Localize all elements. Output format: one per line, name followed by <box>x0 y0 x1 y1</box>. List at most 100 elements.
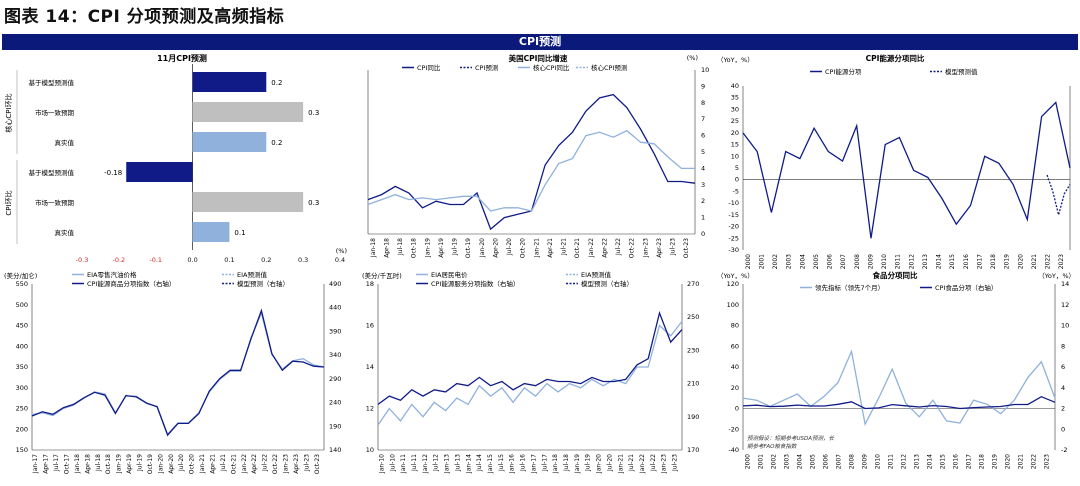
y-tick-label: 12 <box>366 405 374 413</box>
x-tick-label: Jul-19 <box>452 238 459 256</box>
x-tick-label: Apr-19 <box>438 238 445 258</box>
us-cpi-yoy-chart: 美国CPI同比增速 CPI同比 CPI预测 核心CPI同比 核心CPI预测 (%) 0 1 2 3… <box>367 53 709 258</box>
x-tick-label: Jan-22 <box>588 238 595 258</box>
x-tick-label: Apr-21 <box>210 454 217 474</box>
bar-category-label: 基于模型预测值 <box>29 168 75 177</box>
x-tick-label: Jul-11 <box>411 454 418 472</box>
y-tick-label: 450 <box>16 322 28 330</box>
legend-label: 核心CPI预测 <box>591 63 628 72</box>
page-title: 图表 14：CPI 分项预测及高频指标 <box>4 7 285 27</box>
legend-label: 核心CPI同比 <box>533 63 570 72</box>
legend-label: 领先指标（领先7个月） <box>815 283 884 292</box>
y-tick-label-right: 440 <box>329 304 341 312</box>
x-tick-label: Jul-22 <box>262 454 269 472</box>
y-tick-label: 16 <box>366 322 374 330</box>
x-tick-label: 2017 <box>976 254 983 269</box>
cpi-energy-yoy-chart: CPI能源分项同比（YoY，%）CPI能源分项 模型预测值403530252015… <box>717 53 1071 269</box>
bar-value-label: -0.18 <box>104 169 122 177</box>
legend-label: CPI同比 <box>417 63 441 72</box>
y-tick-label: 200 <box>16 425 28 433</box>
x-tick-label: Apr-18 <box>84 454 91 474</box>
x-tick-label: 2021 <box>1018 454 1025 469</box>
x-tick-label: 2001 <box>758 254 765 269</box>
y-tick-label-right: 170 <box>687 446 699 454</box>
x-tick-label: 2007 <box>836 454 843 469</box>
x-tick-label: 2014 <box>927 454 934 469</box>
series-line <box>31 311 325 436</box>
x-tick-label: Jan-19 <box>424 238 431 258</box>
y-tick-label: -5 <box>733 187 739 195</box>
series-line <box>377 321 683 426</box>
x-tick-label: 2009 <box>862 454 869 469</box>
bar-value-label: 0.3 <box>308 109 319 117</box>
x-tick-label: Jul-14 <box>476 454 483 472</box>
y-tick-label: -20 <box>728 425 739 433</box>
x-tick-label: 2003 <box>784 454 791 469</box>
x-tick-label: Jul-12 <box>433 454 440 472</box>
y-tick-label-right: -2 <box>1061 446 1067 454</box>
x-tick-label: Jul-17 <box>53 454 60 472</box>
x-tick-label: Jan-14 <box>465 454 472 474</box>
y-tick-label-right: 140 <box>329 446 341 454</box>
x-tick-label: Oct-18 <box>411 238 418 258</box>
bar-value-label: 0.1 <box>234 229 245 237</box>
bar <box>192 102 304 122</box>
legend-label: EIA居民电价 <box>431 270 468 279</box>
x-tick-label: Jul-22 <box>615 238 622 256</box>
x-tick-label: 2001 <box>758 454 765 469</box>
y-tick-label-right: 190 <box>329 422 341 430</box>
x-tick-label: Jan-18 <box>552 454 559 474</box>
y-tick-label: 250 <box>16 405 28 413</box>
y-tick-label: -40 <box>728 446 739 454</box>
x-tick-label: Apr-22 <box>601 238 608 258</box>
y-tick-label-right: 230 <box>687 346 699 354</box>
x-tick-label: Jul-18 <box>95 454 102 472</box>
legend-label: 模型预测（右轴） <box>581 279 633 288</box>
y-tick-label: 100 <box>727 301 739 309</box>
x-tick-label: Jan-21 <box>199 454 206 474</box>
y-tick-label-right: 1 <box>701 214 705 222</box>
y-tick-label-right: 250 <box>687 313 699 321</box>
x-tick-label: Jan-22 <box>639 454 646 474</box>
x-tick-label: 2005 <box>813 254 820 269</box>
x-tick-label: Jul-21 <box>220 454 227 472</box>
x-tick-label: Jan-17 <box>530 454 537 474</box>
x-tick-label: 2016 <box>953 454 960 469</box>
series-line <box>742 349 1056 427</box>
y-tick-label-right: 8 <box>701 99 705 107</box>
y-tick-label: 25 <box>731 117 739 125</box>
legend-label: EIA预测值 <box>581 270 611 279</box>
left-unit-label: （YoY，%） <box>717 272 754 280</box>
x-tick-label: Jan-17 <box>32 454 39 474</box>
x-tick-label: 2008 <box>849 454 856 469</box>
x-tick-label: Jan-12 <box>422 454 429 474</box>
x-tick-label: 2009 <box>867 254 874 269</box>
x-tick-label: 2008 <box>854 254 861 269</box>
x-tick-label: Jan-19 <box>116 454 123 474</box>
y-tick-label-right: 3 <box>701 181 705 189</box>
y-tick-label: 5 <box>735 164 739 172</box>
series-line <box>742 101 1071 239</box>
x-tick-label: Oct-21 <box>230 454 237 474</box>
chart-title: 11月CPI预测 <box>157 53 207 63</box>
y-tick-label-right: 9 <box>701 82 705 90</box>
x-tick-label: 0.1 <box>224 256 234 264</box>
chart-title: CPI能源分项同比 <box>866 53 925 63</box>
x-tick-label: -0.2 <box>113 256 126 264</box>
bar-value-label: 0.2 <box>271 79 282 87</box>
x-tick-label: Jul-21 <box>561 238 568 256</box>
x-tick-label: Oct-22 <box>272 454 279 474</box>
y-tick-label-right: 0 <box>701 230 705 238</box>
legend-label: CPI能源分项 <box>825 67 862 76</box>
x-tick-label: 2022 <box>1045 254 1052 269</box>
y-tick-label: 300 <box>16 384 28 392</box>
x-tick-label: Jul-20 <box>506 238 513 256</box>
y-tick-label: 20 <box>731 129 739 137</box>
chart-title: 食品分项同比 <box>873 270 918 280</box>
y-tick-label-right: 0 <box>1061 425 1065 433</box>
x-tick-label: 2000 <box>745 454 752 469</box>
y-tick-label: 60 <box>731 342 739 350</box>
y-tick-label-right: 2 <box>1061 405 1065 413</box>
x-tick-label: Jan-23 <box>661 454 668 474</box>
x-tick-label: Jan-20 <box>479 238 486 258</box>
